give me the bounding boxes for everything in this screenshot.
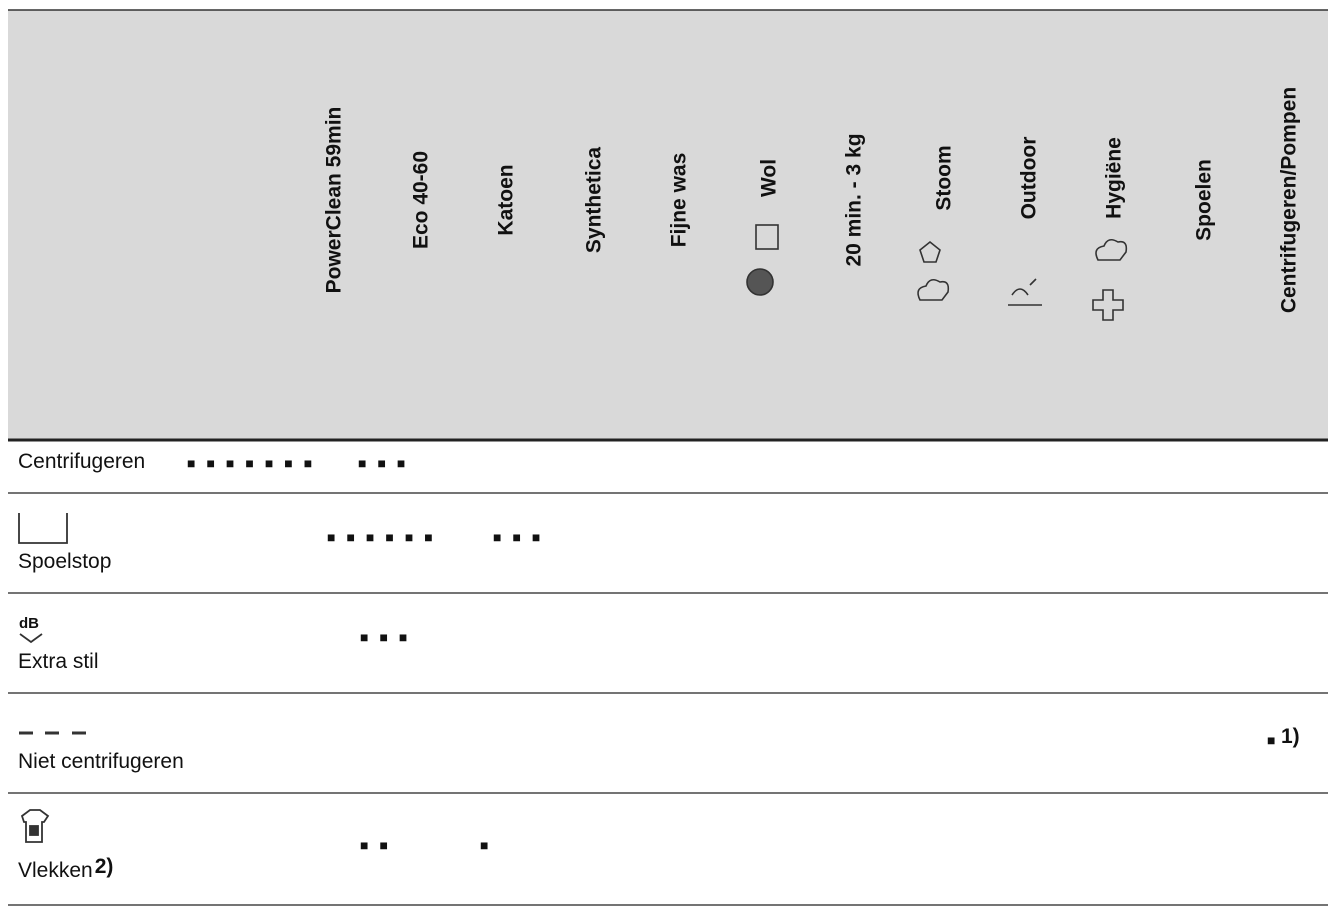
header-icons <box>746 224 1128 321</box>
header-background <box>8 10 1328 440</box>
column-header: Centrifugeren/Pompen <box>1278 87 1301 313</box>
column-header: 20 min. - 3 kg <box>843 133 866 266</box>
row-note: 2) <box>95 855 114 878</box>
mark: ■■■■■■■ <box>187 455 323 471</box>
row-label: Extra stil <box>18 650 99 673</box>
row-icons: dB <box>18 513 86 843</box>
column-header: Stoom <box>933 145 956 210</box>
mark: ■ <box>480 837 499 853</box>
row-label: Centrifugeren <box>18 450 145 473</box>
column-header: Spoelen <box>1193 159 1216 241</box>
row-label: Spoelstop <box>18 550 111 573</box>
svg-text:dB: dB <box>19 615 39 632</box>
mark: ■■■ <box>360 629 418 645</box>
mark: ■ <box>1267 732 1286 748</box>
column-header: Fijne was <box>668 153 691 248</box>
mark: ■■■ <box>493 529 551 545</box>
column-header: Katoen <box>495 164 518 235</box>
mark: ■■ <box>360 837 399 853</box>
column-header: PowerClean 59min <box>323 107 346 294</box>
mark: ■■■ <box>358 455 416 471</box>
column-header: Hygiëne <box>1103 137 1126 219</box>
mark-note: 1) <box>1281 725 1300 748</box>
column-header: Eco 40-60 <box>410 151 433 249</box>
column-header: Synthetica <box>583 147 606 254</box>
column-header: Outdoor <box>1018 137 1041 220</box>
row-label: Vlekken <box>18 859 93 882</box>
mark: ■■■■■■ <box>327 529 444 545</box>
row-label: Niet centrifugeren <box>18 750 184 773</box>
column-header: Wol <box>758 159 781 197</box>
row-rules <box>8 492 1328 906</box>
